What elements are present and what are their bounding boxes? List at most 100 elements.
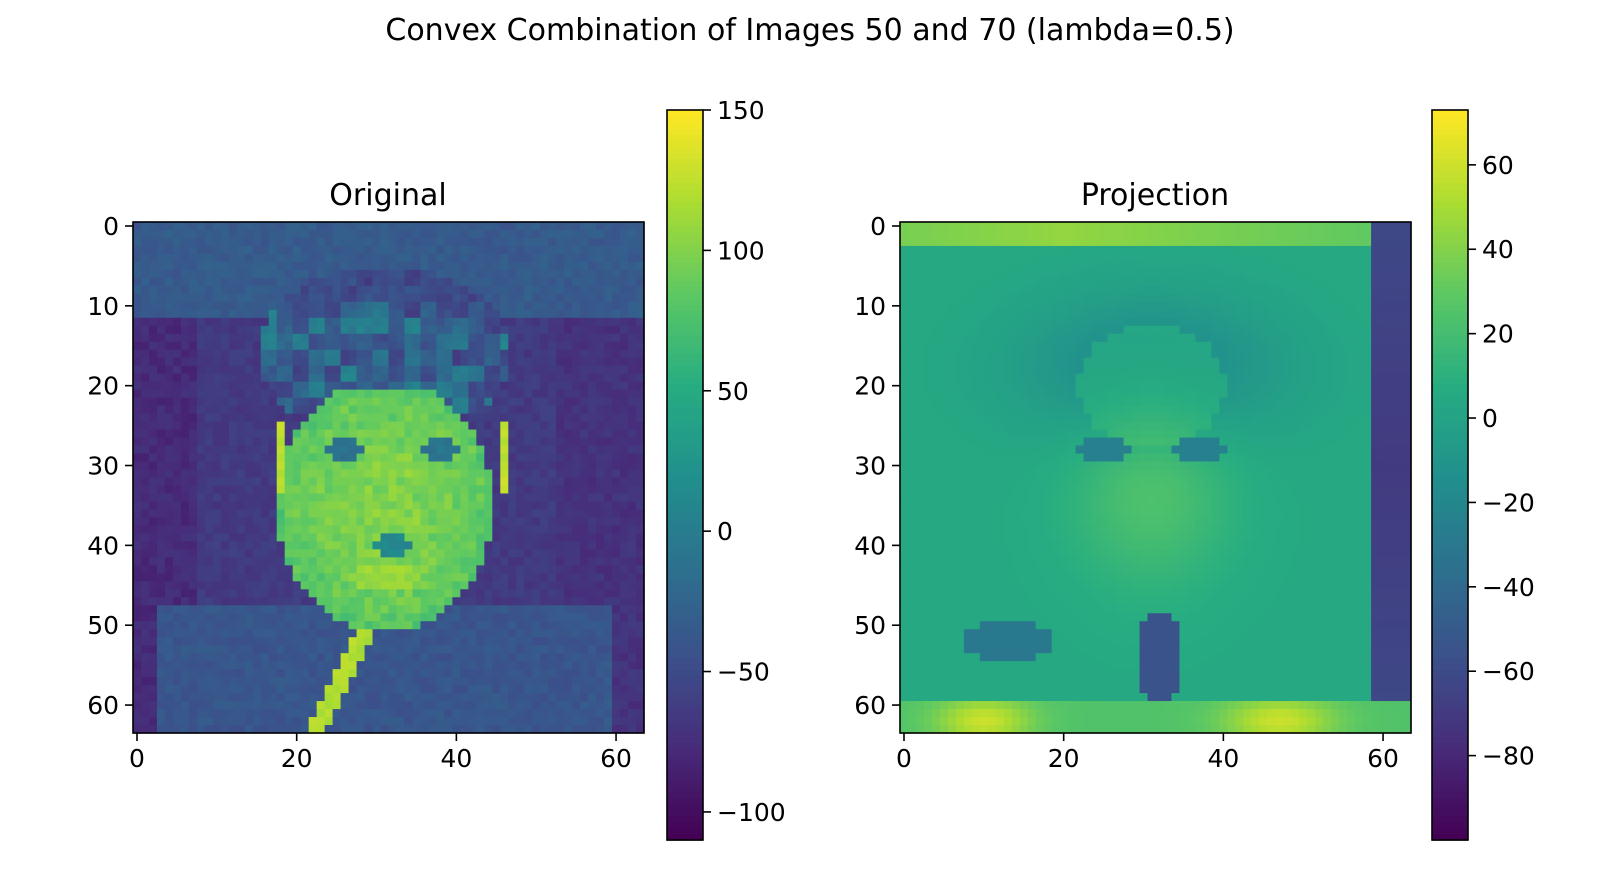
heatmap-cell: [412, 413, 422, 423]
heatmap-cell: [420, 677, 430, 686]
heatmap-cell: [300, 253, 310, 263]
heatmap-cell: [452, 629, 461, 638]
heatmap-cell: [460, 357, 469, 367]
heatmap-cell: [212, 421, 222, 431]
heatmap-cell: [348, 509, 358, 519]
heatmap-cell: [588, 245, 597, 255]
heatmap-cell: [236, 701, 246, 710]
heatmap-cell: [1083, 222, 1093, 231]
heatmap-cell: [428, 525, 437, 534]
heatmap-cell: [620, 717, 629, 726]
heatmap-cell: [532, 317, 541, 327]
heatmap-cell: [164, 517, 174, 526]
heatmap-cell: [1027, 277, 1037, 287]
heatmap-cell: [540, 389, 549, 399]
heatmap-cell: [133, 701, 142, 710]
heatmap-cell: [907, 261, 917, 271]
heatmap-cell: [588, 509, 597, 519]
heatmap-cell: [148, 245, 158, 255]
heatmap-cell: [612, 301, 621, 311]
heatmap-cell: [172, 309, 182, 319]
heatmap-cell: [340, 309, 350, 319]
heatmap-cell: [596, 461, 605, 471]
heatmap-cell: [564, 549, 573, 558]
colorbar-segment: [667, 773, 703, 780]
heatmap-cell: [460, 597, 469, 606]
heatmap-cell: [556, 725, 565, 734]
heatmap-cell: [1075, 301, 1085, 311]
heatmap-cell: [476, 477, 485, 487]
heatmap-cell: [404, 669, 414, 678]
heatmap-cell: [500, 389, 509, 399]
heatmap-cell: [1067, 285, 1077, 295]
colorbar-segment: [667, 274, 703, 282]
heatmap-cell: [620, 309, 629, 319]
heatmap-cell: [572, 421, 581, 431]
heatmap-cell: [308, 325, 318, 335]
heatmap-cell: [156, 597, 166, 606]
heatmap-cell: [1347, 253, 1356, 263]
heatmap-cell: [444, 229, 453, 239]
heatmap-cell: [236, 549, 246, 558]
heatmap-cell: [556, 365, 565, 375]
heatmap-cell: [1379, 237, 1388, 247]
heatmap-cell: [212, 325, 222, 335]
heatmap-cell: [228, 637, 238, 646]
heatmap-cell: [987, 237, 997, 247]
heatmap-cell: [316, 437, 326, 447]
heatmap-cell: [284, 245, 294, 255]
colorbar-segment: [667, 815, 703, 823]
heatmap-cell: [516, 429, 525, 439]
heatmap-cell: [900, 285, 909, 295]
heatmap-cell: [572, 725, 581, 734]
heatmap-cell: [588, 717, 597, 726]
heatmap-cell: [204, 605, 214, 614]
heatmap-cell: [220, 373, 230, 383]
heatmap-cell: [1259, 261, 1268, 271]
heatmap-cell: [228, 493, 238, 503]
heatmap-cell: [516, 581, 525, 590]
heatmap-cell: [436, 222, 445, 231]
heatmap-cell: [372, 317, 382, 327]
heatmap-cell: [228, 557, 238, 566]
heatmap-cell: [316, 565, 326, 574]
heatmap-cell: [292, 725, 302, 734]
heatmap-cell: [156, 709, 166, 718]
heatmap-cell: [971, 277, 981, 287]
heatmap-cell: [963, 222, 973, 231]
heatmap-cell: [580, 485, 589, 495]
heatmap-cell: [252, 629, 262, 638]
heatmap-cell: [620, 237, 629, 247]
heatmap-cell: [212, 237, 222, 247]
heatmap-cell: [148, 677, 158, 686]
heatmap-cell: [524, 621, 533, 630]
heatmap-cell: [180, 669, 190, 678]
heatmap-cell: [172, 661, 182, 670]
heatmap-cell: [388, 485, 398, 495]
heatmap-cell: [244, 277, 254, 287]
heatmap-cell: [188, 637, 198, 646]
heatmap-cell: [420, 709, 430, 718]
heatmap-cell: [492, 261, 501, 271]
heatmap-cell: [572, 445, 581, 455]
heatmap-cell: [636, 565, 645, 574]
heatmap-cell: [380, 621, 390, 630]
heatmap-cell: [140, 637, 150, 646]
heatmap-cell: [204, 629, 214, 638]
heatmap-cell: [276, 373, 286, 383]
heatmap-cell: [1347, 261, 1356, 271]
heatmap-cell: [420, 517, 430, 526]
heatmap-cell: [220, 389, 230, 399]
heatmap-cell: [444, 613, 453, 622]
heatmap-cell: [420, 573, 430, 582]
heatmap-cell: [236, 709, 246, 718]
heatmap-cell: [356, 621, 366, 630]
heatmap-cell: [284, 325, 294, 335]
heatmap-cell: [452, 549, 461, 558]
heatmap-cell: [1211, 253, 1220, 263]
heatmap-cell: [388, 301, 398, 311]
heatmap-cell: [636, 237, 645, 247]
heatmap-cell: [180, 717, 190, 726]
heatmap-cell: [556, 533, 565, 542]
